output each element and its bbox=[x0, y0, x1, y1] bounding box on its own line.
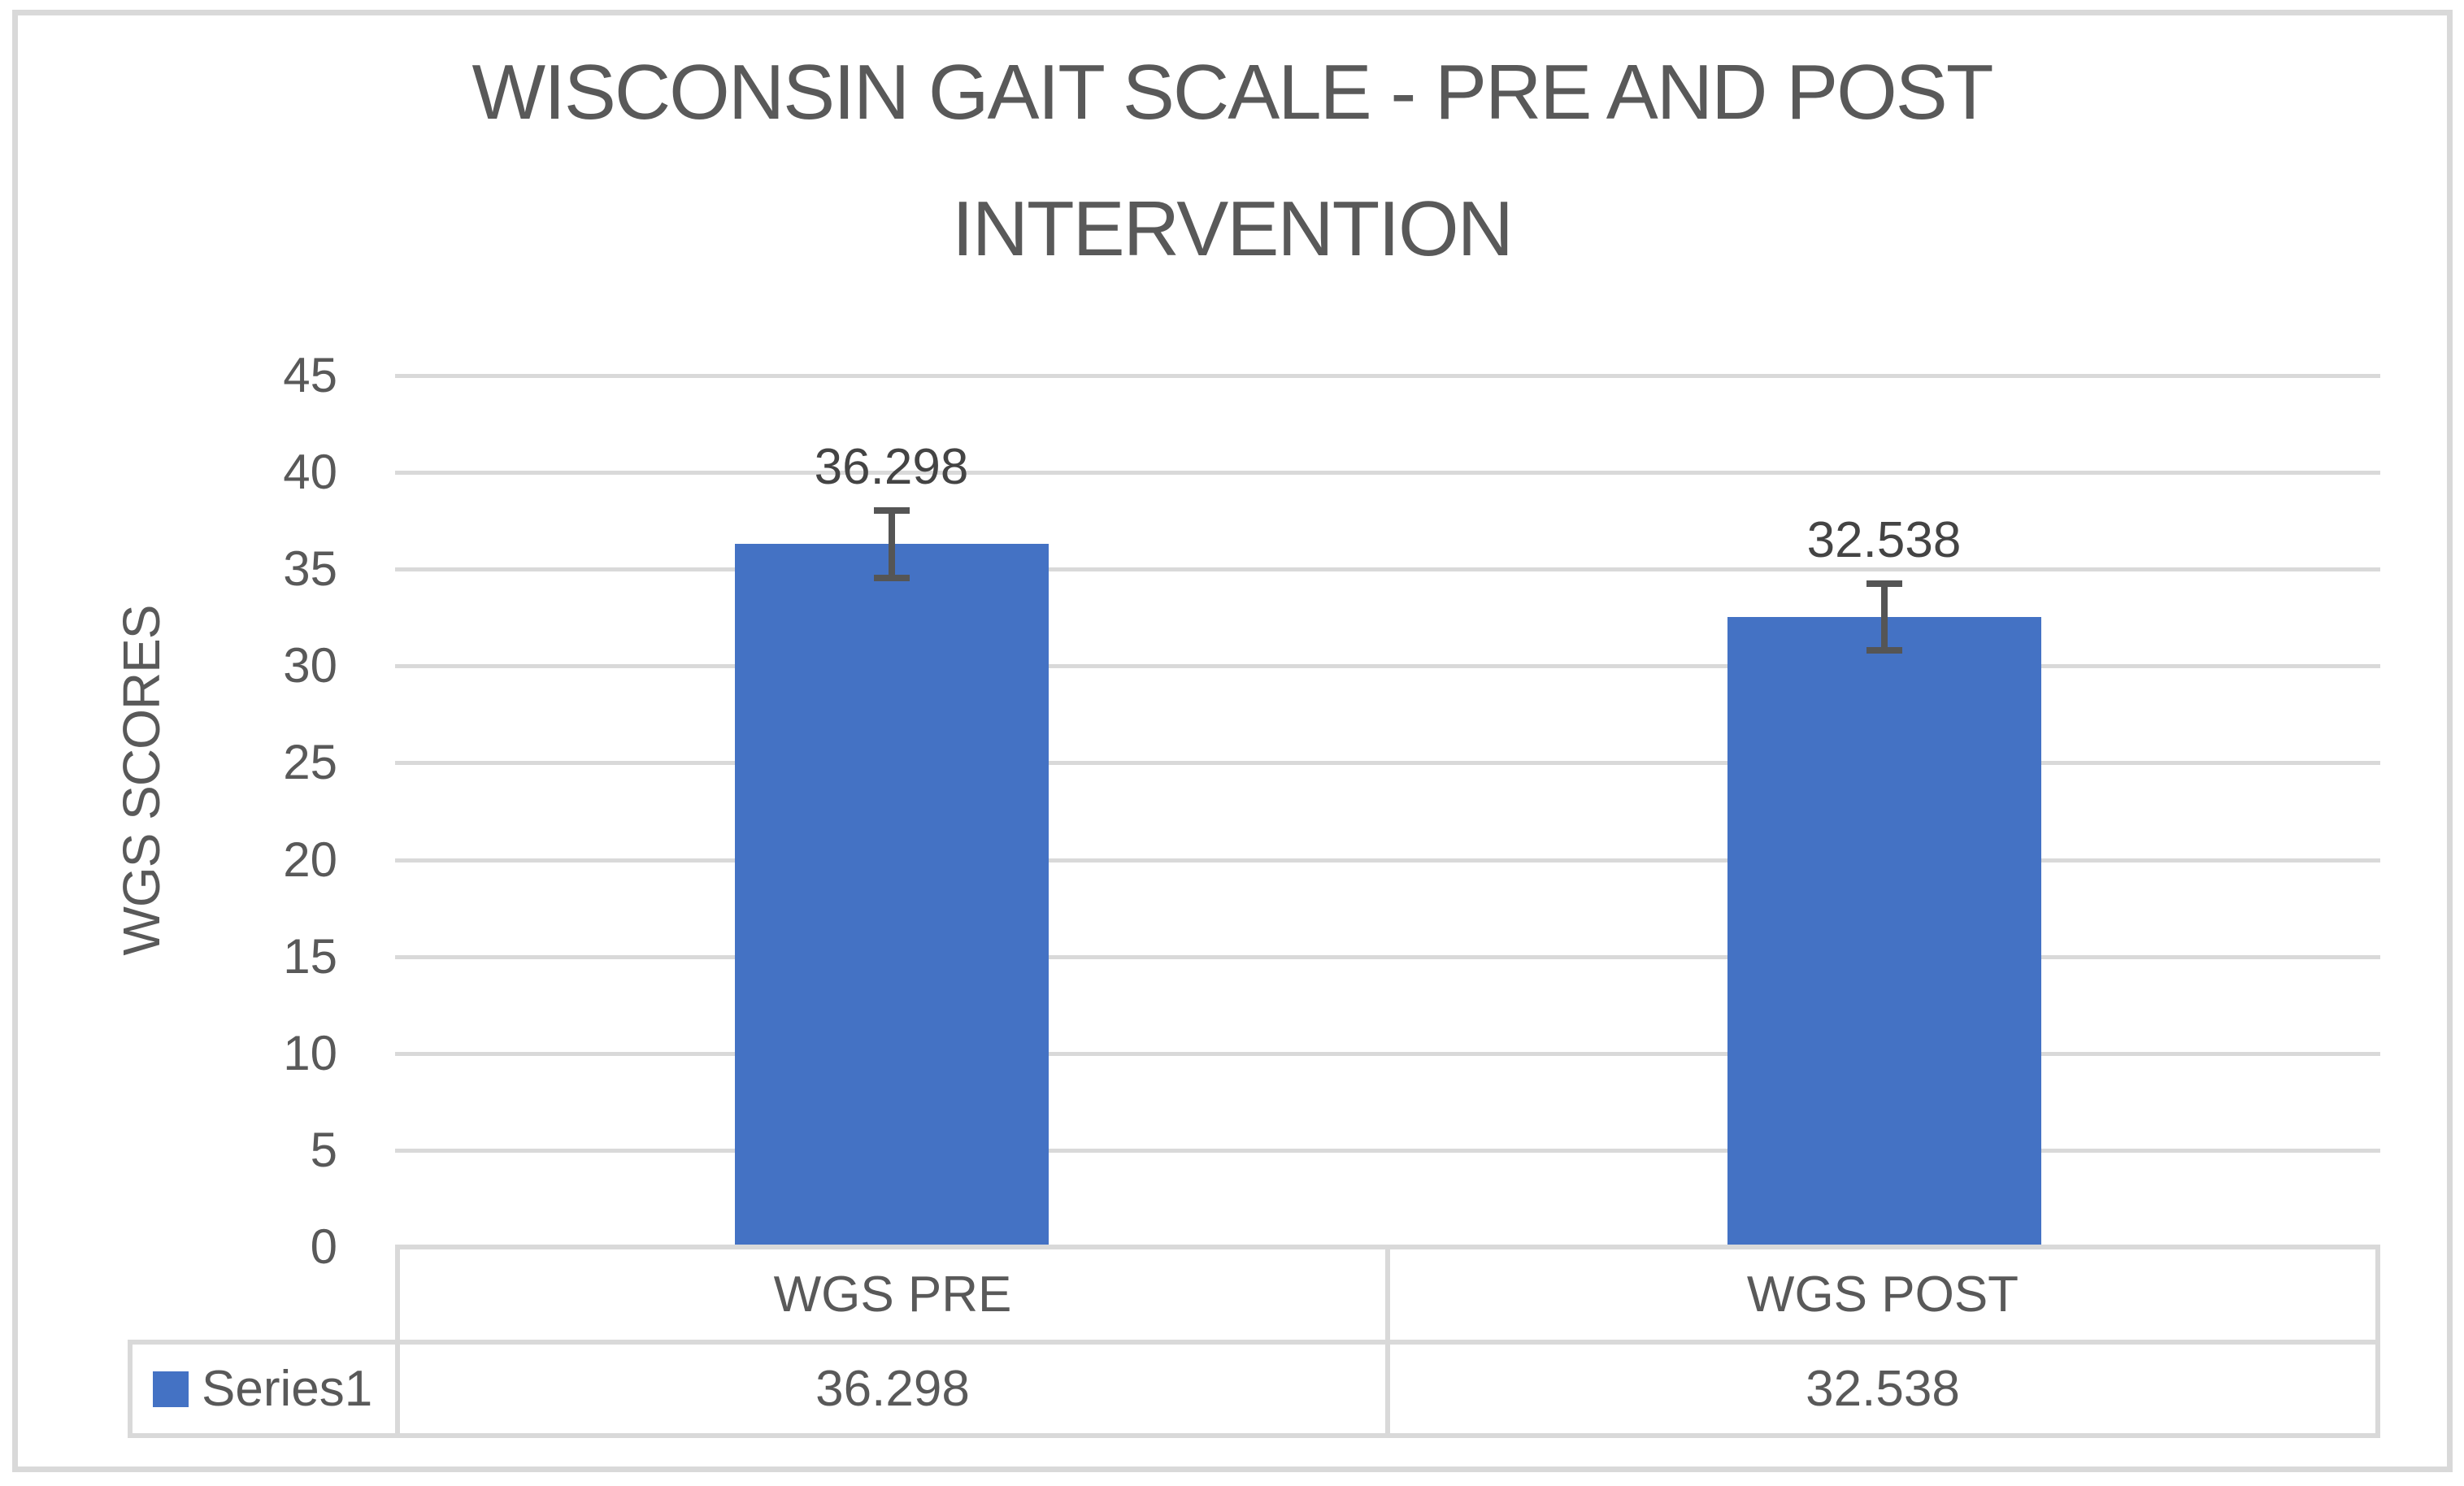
error-bar-wgs-pre-cap-top bbox=[873, 507, 910, 515]
gridline-5 bbox=[395, 1148, 2380, 1153]
legend-key: Series1 bbox=[133, 1345, 395, 1433]
gridline-20 bbox=[395, 858, 2380, 862]
data-label-wgs-post: 32.538 bbox=[1806, 511, 1962, 568]
y-tick-label-0: 0 bbox=[310, 1219, 337, 1274]
chart-title-line-2: INTERVENTION bbox=[952, 185, 1514, 272]
bar-wgs-post bbox=[1727, 616, 2041, 1247]
y-tick-label-25: 25 bbox=[283, 735, 337, 790]
table-border-right bbox=[2375, 1245, 2380, 1438]
y-tick-label-40: 40 bbox=[283, 445, 337, 500]
series1-color-swatch-icon bbox=[153, 1371, 189, 1407]
gridline-35 bbox=[395, 567, 2380, 572]
table-value-wgs-post: 32.538 bbox=[1806, 1361, 1960, 1417]
gridline-10 bbox=[395, 1051, 2380, 1056]
table-category-wgs-pre: WGS PRE bbox=[773, 1267, 1012, 1323]
error-bar-wgs-post-cap-top bbox=[1866, 580, 1902, 587]
chart-title-line-1: WISCONSIN GAIT SCALE - PRE AND POST bbox=[472, 49, 1994, 136]
table-border-row-divider bbox=[128, 1340, 2380, 1345]
error-bar-wgs-post-line bbox=[1880, 580, 1888, 654]
error-bar-wgs-post-cap-bottom bbox=[1866, 647, 1902, 654]
gridline-25 bbox=[395, 761, 2380, 766]
y-tick-label-45: 45 bbox=[283, 348, 337, 402]
table-border-column-divider bbox=[1385, 1245, 1390, 1438]
y-tick-label-10: 10 bbox=[283, 1025, 337, 1080]
gridline-15 bbox=[395, 954, 2380, 959]
gridline-45 bbox=[395, 374, 2380, 378]
legend-label: Series1 bbox=[202, 1361, 373, 1417]
y-tick-label-35: 35 bbox=[283, 541, 337, 597]
table-border-legend-left bbox=[128, 1340, 133, 1438]
y-axis-title: WGS SCORES bbox=[112, 605, 171, 956]
chart-outer-border bbox=[12, 10, 2453, 1472]
error-bar-wgs-pre-cap-bottom bbox=[873, 574, 910, 581]
y-tick-label-20: 20 bbox=[283, 832, 337, 887]
bar-wgs-pre bbox=[734, 544, 1049, 1247]
gridline-40 bbox=[395, 471, 2380, 476]
y-tick-label-15: 15 bbox=[283, 928, 337, 984]
y-tick-label-30: 30 bbox=[283, 638, 337, 693]
table-value-wgs-pre: 36.298 bbox=[815, 1361, 970, 1417]
y-tick-label-5: 5 bbox=[310, 1122, 337, 1177]
chart-title: WISCONSIN GAIT SCALE - PRE AND POST INTE… bbox=[0, 24, 2464, 298]
error-bar-wgs-pre-line bbox=[888, 507, 895, 581]
table-border-bottom bbox=[128, 1433, 2380, 1438]
data-label-wgs-pre: 36.298 bbox=[814, 439, 969, 496]
table-border-left bbox=[395, 1245, 400, 1438]
table-category-wgs-post: WGS POST bbox=[1746, 1267, 2019, 1323]
gridline-30 bbox=[395, 664, 2380, 669]
